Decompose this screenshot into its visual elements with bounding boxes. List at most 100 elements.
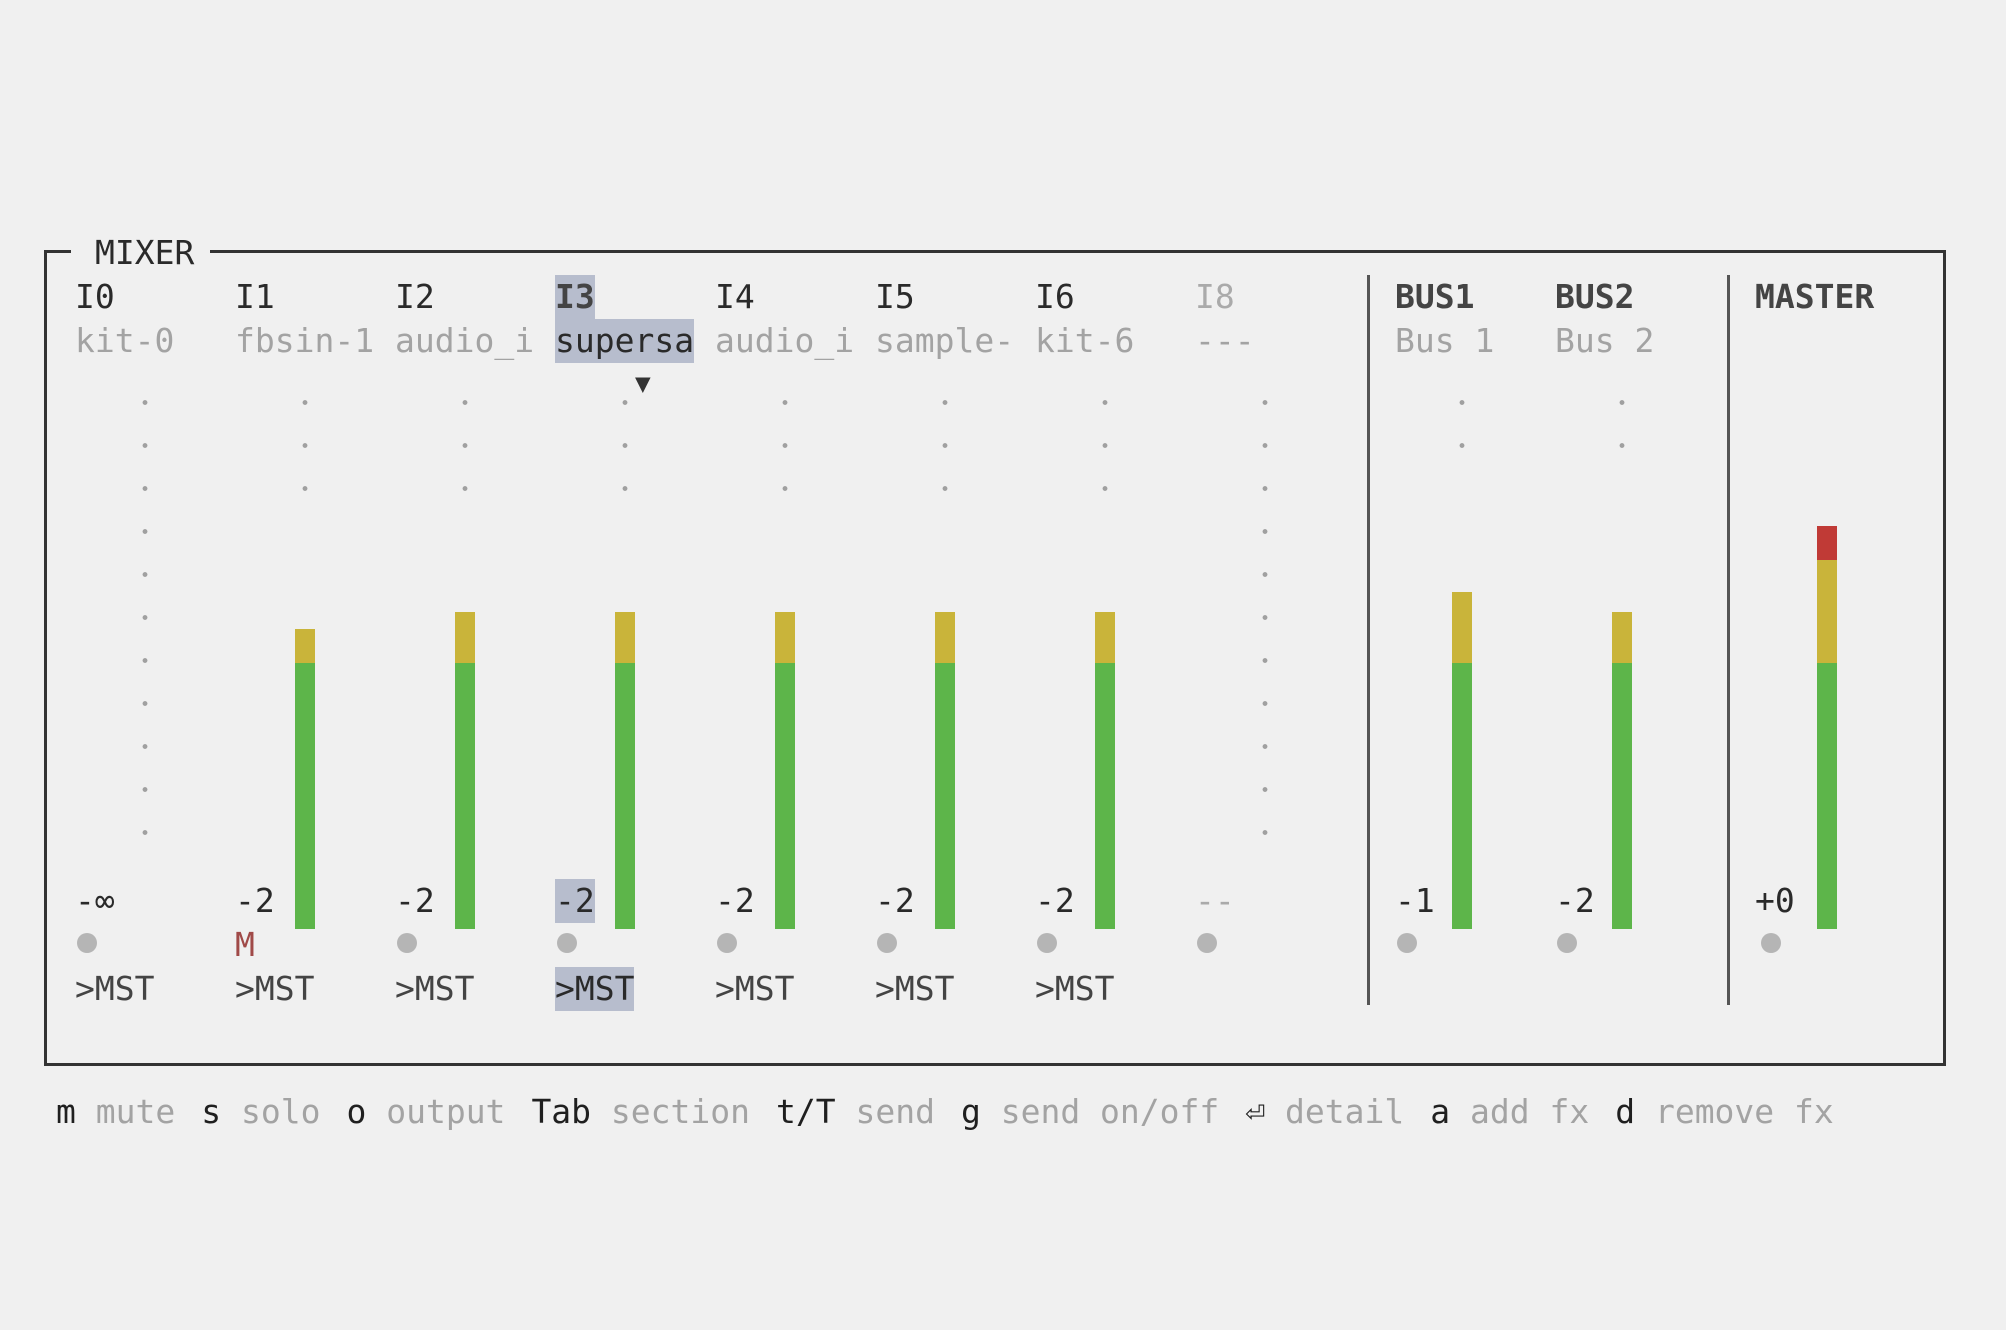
channel-output-route[interactable]: >MST xyxy=(75,969,155,1008)
channel-output-route[interactable]: >MST xyxy=(1035,969,1115,1008)
channel-instrument[interactable]: supersa xyxy=(555,319,695,363)
channel-output-route[interactable]: >MST xyxy=(875,969,955,1008)
bus-mute-indicator[interactable] xyxy=(1397,933,1417,953)
solo-mute-indicator[interactable] xyxy=(1197,933,1217,953)
selected-channel-marker-icon: ▼ xyxy=(635,369,651,399)
channel-instrument[interactable]: kit-0 xyxy=(75,321,175,360)
channel-level-db[interactable]: -∞ xyxy=(75,881,115,920)
hint-desc-8: remove fx xyxy=(1654,1092,1834,1131)
channel-strip-i6[interactable]: I6 kit-6 -2 >MST xyxy=(1035,253,1215,1033)
channel-name[interactable]: I4 xyxy=(715,277,755,316)
channel-level-db[interactable]: -2 xyxy=(1035,881,1075,920)
channel-level-meter xyxy=(775,362,795,929)
channel-level-db[interactable]: -2 xyxy=(715,881,755,920)
channel-instrument[interactable]: sample- xyxy=(875,321,1015,360)
channel-strip-i3[interactable]: I3 supersa ▼ -2 >MST xyxy=(555,253,735,1033)
channel-strip-i8[interactable]: I8 --- -- xyxy=(1195,253,1375,1033)
channel-name[interactable]: I1 xyxy=(235,277,275,316)
panel-title: MIXER xyxy=(71,231,211,275)
channel-level-meter xyxy=(455,362,475,929)
channel-level-db[interactable]: -- xyxy=(1195,881,1235,920)
channel-output-route[interactable]: >MST xyxy=(235,969,315,1008)
channel-meter-yellow-segment xyxy=(455,611,475,663)
channel-level-meter xyxy=(1095,362,1115,929)
channel-name[interactable]: I8 xyxy=(1195,277,1235,316)
bus-name[interactable]: BUS2 xyxy=(1555,277,1635,316)
solo-mute-indicator[interactable] xyxy=(77,933,97,953)
bus-level-meter xyxy=(1452,362,1472,929)
bus-level-meter xyxy=(1612,362,1632,929)
channel-level-db[interactable]: -2 xyxy=(395,881,435,920)
master-mute-indicator[interactable] xyxy=(1761,933,1781,953)
channel-level-db[interactable]: -2 xyxy=(235,881,275,920)
solo-mute-indicator[interactable] xyxy=(717,933,737,953)
channel-level-db[interactable]: -2 xyxy=(875,881,915,920)
channel-meter-green-segment xyxy=(1095,662,1115,929)
channel-level-db[interactable]: -2 xyxy=(555,879,595,923)
channel-instrument[interactable]: fbsin-1 xyxy=(235,321,375,360)
master-meter-green-segment xyxy=(1817,662,1837,929)
channel-instrument[interactable]: audio_i xyxy=(715,321,855,360)
channel-instrument[interactable]: --- xyxy=(1195,321,1255,360)
meter-scale-dots xyxy=(1262,381,1268,861)
meter-scale-dots xyxy=(622,381,628,521)
bus-strip-bus2[interactable]: BUS2 Bus 2 -2 xyxy=(1555,253,1735,1033)
bus-meter-yellow-segment xyxy=(1612,611,1632,663)
bus-meter-green-segment xyxy=(1612,662,1632,929)
hint-key-8: d xyxy=(1615,1092,1636,1131)
channel-meter-yellow-segment xyxy=(775,611,795,663)
channel-meter-yellow-segment xyxy=(935,611,955,663)
master-strip[interactable]: MASTER +0 xyxy=(1755,253,1935,1033)
channel-level-meter xyxy=(295,362,315,929)
channel-strip-i1[interactable]: I1 fbsin-1 -2 M >MST xyxy=(235,253,415,1033)
channel-meter-green-segment xyxy=(615,662,635,929)
channel-strip-i2[interactable]: I2 audio_i -2 >MST xyxy=(395,253,575,1033)
hint-desc-0: mute xyxy=(95,1092,176,1131)
channel-level-meter xyxy=(935,362,955,929)
solo-mute-indicator[interactable] xyxy=(397,933,417,953)
hint-key-4: t/T xyxy=(776,1092,836,1131)
channel-name[interactable]: I3 xyxy=(555,275,595,319)
channel-strip-i4[interactable]: I4 audio_i -2 >MST xyxy=(715,253,895,1033)
master-name[interactable]: MASTER xyxy=(1755,277,1875,316)
channel-name[interactable]: I5 xyxy=(875,277,915,316)
meter-scale-dots xyxy=(142,381,148,861)
bus-strip-bus1[interactable]: BUS1 Bus 1 -1 xyxy=(1395,253,1575,1033)
meter-scale-dots xyxy=(1459,381,1465,461)
channel-output-route[interactable]: >MST xyxy=(715,969,795,1008)
channel-name[interactable]: I2 xyxy=(395,277,435,316)
channel-strip-i0[interactable]: I0 kit-0 -∞ >MST xyxy=(75,253,255,1033)
channel-name[interactable]: I6 xyxy=(1035,277,1075,316)
hint-desc-1: solo xyxy=(240,1092,321,1131)
bus-mute-indicator[interactable] xyxy=(1557,933,1577,953)
channel-meter-yellow-segment xyxy=(295,628,315,663)
meter-scale-dots xyxy=(462,381,468,521)
channel-name[interactable]: I0 xyxy=(75,277,115,316)
channel-instrument[interactable]: audio_i xyxy=(395,321,535,360)
master-level-db[interactable]: +0 xyxy=(1755,881,1795,920)
hint-desc-2: output xyxy=(386,1092,506,1131)
bus-meter-yellow-segment xyxy=(1452,591,1472,663)
hint-key-1: s xyxy=(201,1092,222,1131)
solo-mute-indicator[interactable] xyxy=(877,933,897,953)
master-meter-yellow-segment xyxy=(1817,560,1837,663)
channel-level-meter xyxy=(615,362,635,929)
bus-level-db[interactable]: -1 xyxy=(1395,881,1435,920)
hint-key-3: Tab xyxy=(531,1092,592,1131)
channel-meter-yellow-segment xyxy=(1095,611,1115,663)
channel-meter-green-segment xyxy=(775,662,795,929)
channel-output-route[interactable]: >MST xyxy=(555,967,635,1011)
master-meter-red-segment xyxy=(1817,526,1837,561)
hint-desc-6: detail xyxy=(1285,1092,1405,1131)
channel-instrument[interactable]: kit-6 xyxy=(1035,321,1135,360)
mute-indicator[interactable]: M xyxy=(235,925,255,964)
master-level-meter xyxy=(1817,362,1837,929)
bus-label: Bus 2 xyxy=(1555,321,1655,360)
channel-strip-i5[interactable]: I5 sample- -2 >MST xyxy=(875,253,1055,1033)
bus-level-db[interactable]: -2 xyxy=(1555,881,1595,920)
solo-mute-indicator[interactable] xyxy=(1037,933,1057,953)
channel-meter-green-segment xyxy=(295,662,315,929)
bus-name[interactable]: BUS1 xyxy=(1395,277,1475,316)
channel-output-route[interactable]: >MST xyxy=(395,969,475,1008)
solo-mute-indicator[interactable] xyxy=(557,933,577,953)
